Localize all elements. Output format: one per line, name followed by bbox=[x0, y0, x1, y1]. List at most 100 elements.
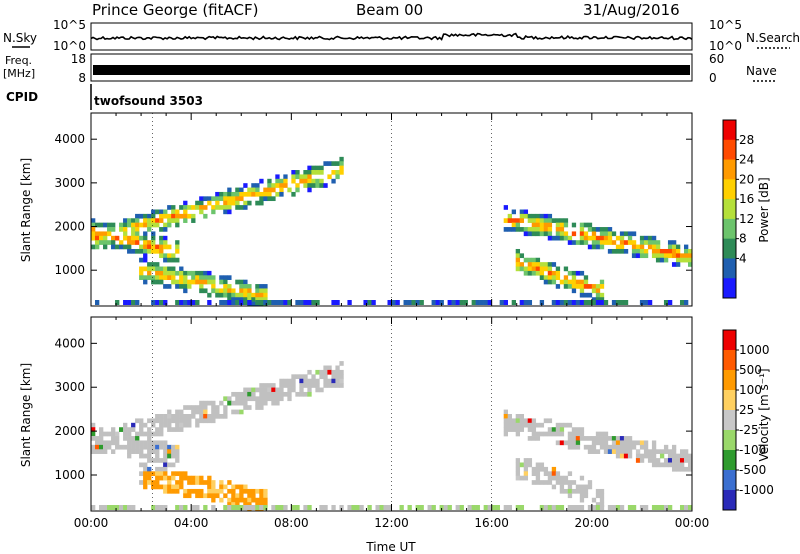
power-clutter-cell bbox=[435, 300, 440, 305]
power-cell bbox=[619, 231, 625, 237]
power-cell bbox=[275, 183, 280, 188]
power-cell bbox=[211, 205, 216, 210]
vel-cell bbox=[611, 444, 617, 450]
power-cell bbox=[167, 253, 172, 259]
power-cell bbox=[91, 235, 96, 241]
power-clutter-cell bbox=[155, 300, 160, 305]
power-cell bbox=[163, 244, 168, 250]
power-clutter-cell bbox=[219, 300, 224, 305]
vel-cell bbox=[619, 440, 625, 446]
power-cell bbox=[315, 165, 320, 171]
vel-cell bbox=[191, 480, 196, 485]
date-title: 31/Aug/2016 bbox=[583, 1, 680, 19]
power-cell bbox=[275, 191, 280, 197]
vel-cell bbox=[679, 462, 685, 468]
vel-cell bbox=[307, 387, 312, 393]
power-cell bbox=[563, 235, 569, 241]
vel-cell bbox=[527, 422, 533, 428]
power-clutter-cell bbox=[127, 300, 132, 305]
vel-cell bbox=[339, 378, 344, 384]
power-cell bbox=[595, 297, 601, 302]
vel-cell bbox=[139, 427, 144, 432]
vel-cell bbox=[235, 493, 240, 499]
power-cell bbox=[291, 191, 296, 197]
vel-cell bbox=[503, 414, 508, 419]
vel-cell bbox=[199, 405, 204, 410]
colorbar-tick-label: 24 bbox=[739, 153, 754, 167]
power-clutter-cell bbox=[539, 300, 545, 305]
vel-cell bbox=[251, 497, 256, 503]
power-cell bbox=[235, 200, 240, 206]
vel-cell bbox=[567, 488, 573, 494]
vel-cell bbox=[211, 414, 216, 419]
vel-clutter-cell bbox=[319, 505, 324, 510]
power-cell bbox=[91, 222, 96, 228]
power-cell bbox=[251, 191, 256, 197]
power-cell bbox=[567, 284, 573, 289]
power-cell bbox=[531, 218, 537, 223]
vel-cell bbox=[127, 444, 132, 450]
power-clutter-cell bbox=[455, 300, 460, 305]
power-cell bbox=[627, 235, 633, 241]
vel-cell bbox=[279, 387, 284, 393]
power-cell bbox=[123, 231, 128, 237]
vel-cell bbox=[687, 453, 693, 459]
vel-cell bbox=[155, 484, 160, 490]
power-cell bbox=[319, 178, 324, 184]
power-cell bbox=[339, 156, 344, 162]
vel-cell bbox=[303, 374, 308, 380]
power-cell bbox=[515, 227, 521, 232]
vel-cell bbox=[95, 444, 100, 450]
vel-cell bbox=[203, 414, 208, 419]
power-clutter-cell bbox=[615, 300, 621, 305]
power-cell bbox=[187, 279, 192, 285]
vel-cell bbox=[503, 409, 508, 415]
nsky-tick-top-right: 10^5 bbox=[709, 18, 742, 32]
power-cell bbox=[515, 257, 521, 263]
power-cell bbox=[531, 257, 537, 263]
power-cell bbox=[139, 257, 144, 263]
vel-cell bbox=[191, 414, 196, 419]
power-cell bbox=[111, 227, 116, 232]
vel-cell bbox=[247, 391, 252, 397]
vel-cell bbox=[251, 396, 256, 402]
power-cell bbox=[151, 209, 156, 215]
vel-cell bbox=[555, 431, 561, 437]
vel-cell bbox=[659, 453, 665, 459]
vel-cell bbox=[579, 427, 585, 432]
power-clutter-cell bbox=[571, 300, 577, 305]
power-cell bbox=[91, 227, 96, 232]
vel-cell bbox=[183, 422, 188, 428]
vel-clutter-cell bbox=[467, 505, 472, 510]
vel-cell bbox=[323, 369, 328, 375]
power-cell bbox=[263, 297, 268, 302]
vel-cell bbox=[195, 418, 200, 424]
power-cell bbox=[239, 284, 244, 289]
vel-cell bbox=[263, 488, 268, 494]
power-cell bbox=[543, 231, 549, 237]
vel-cell bbox=[539, 422, 545, 428]
freq-tick-bottom: 8 bbox=[78, 71, 86, 85]
vel-cell bbox=[151, 458, 156, 463]
vel-cell bbox=[263, 383, 268, 388]
vel-cell bbox=[95, 436, 100, 441]
power-cell bbox=[539, 275, 545, 280]
power-cell bbox=[667, 244, 673, 250]
vel-cell bbox=[671, 444, 677, 450]
colorbar-tick-label: 1000 bbox=[739, 343, 770, 357]
vel-cell bbox=[679, 458, 685, 463]
power-cell bbox=[175, 244, 180, 250]
power-cell bbox=[555, 284, 561, 289]
vel-cell bbox=[651, 458, 657, 463]
vel-clutter-cell bbox=[159, 505, 164, 510]
vel-cell bbox=[263, 502, 268, 507]
power-cell bbox=[131, 240, 136, 245]
vel-cell bbox=[567, 444, 573, 450]
vel-cell bbox=[131, 422, 136, 428]
power-cell bbox=[627, 231, 633, 237]
vel-cell bbox=[211, 480, 216, 485]
vel-cell bbox=[571, 488, 577, 494]
power-cell bbox=[295, 187, 300, 193]
vel-cell bbox=[107, 440, 112, 446]
power-cell bbox=[555, 275, 561, 280]
